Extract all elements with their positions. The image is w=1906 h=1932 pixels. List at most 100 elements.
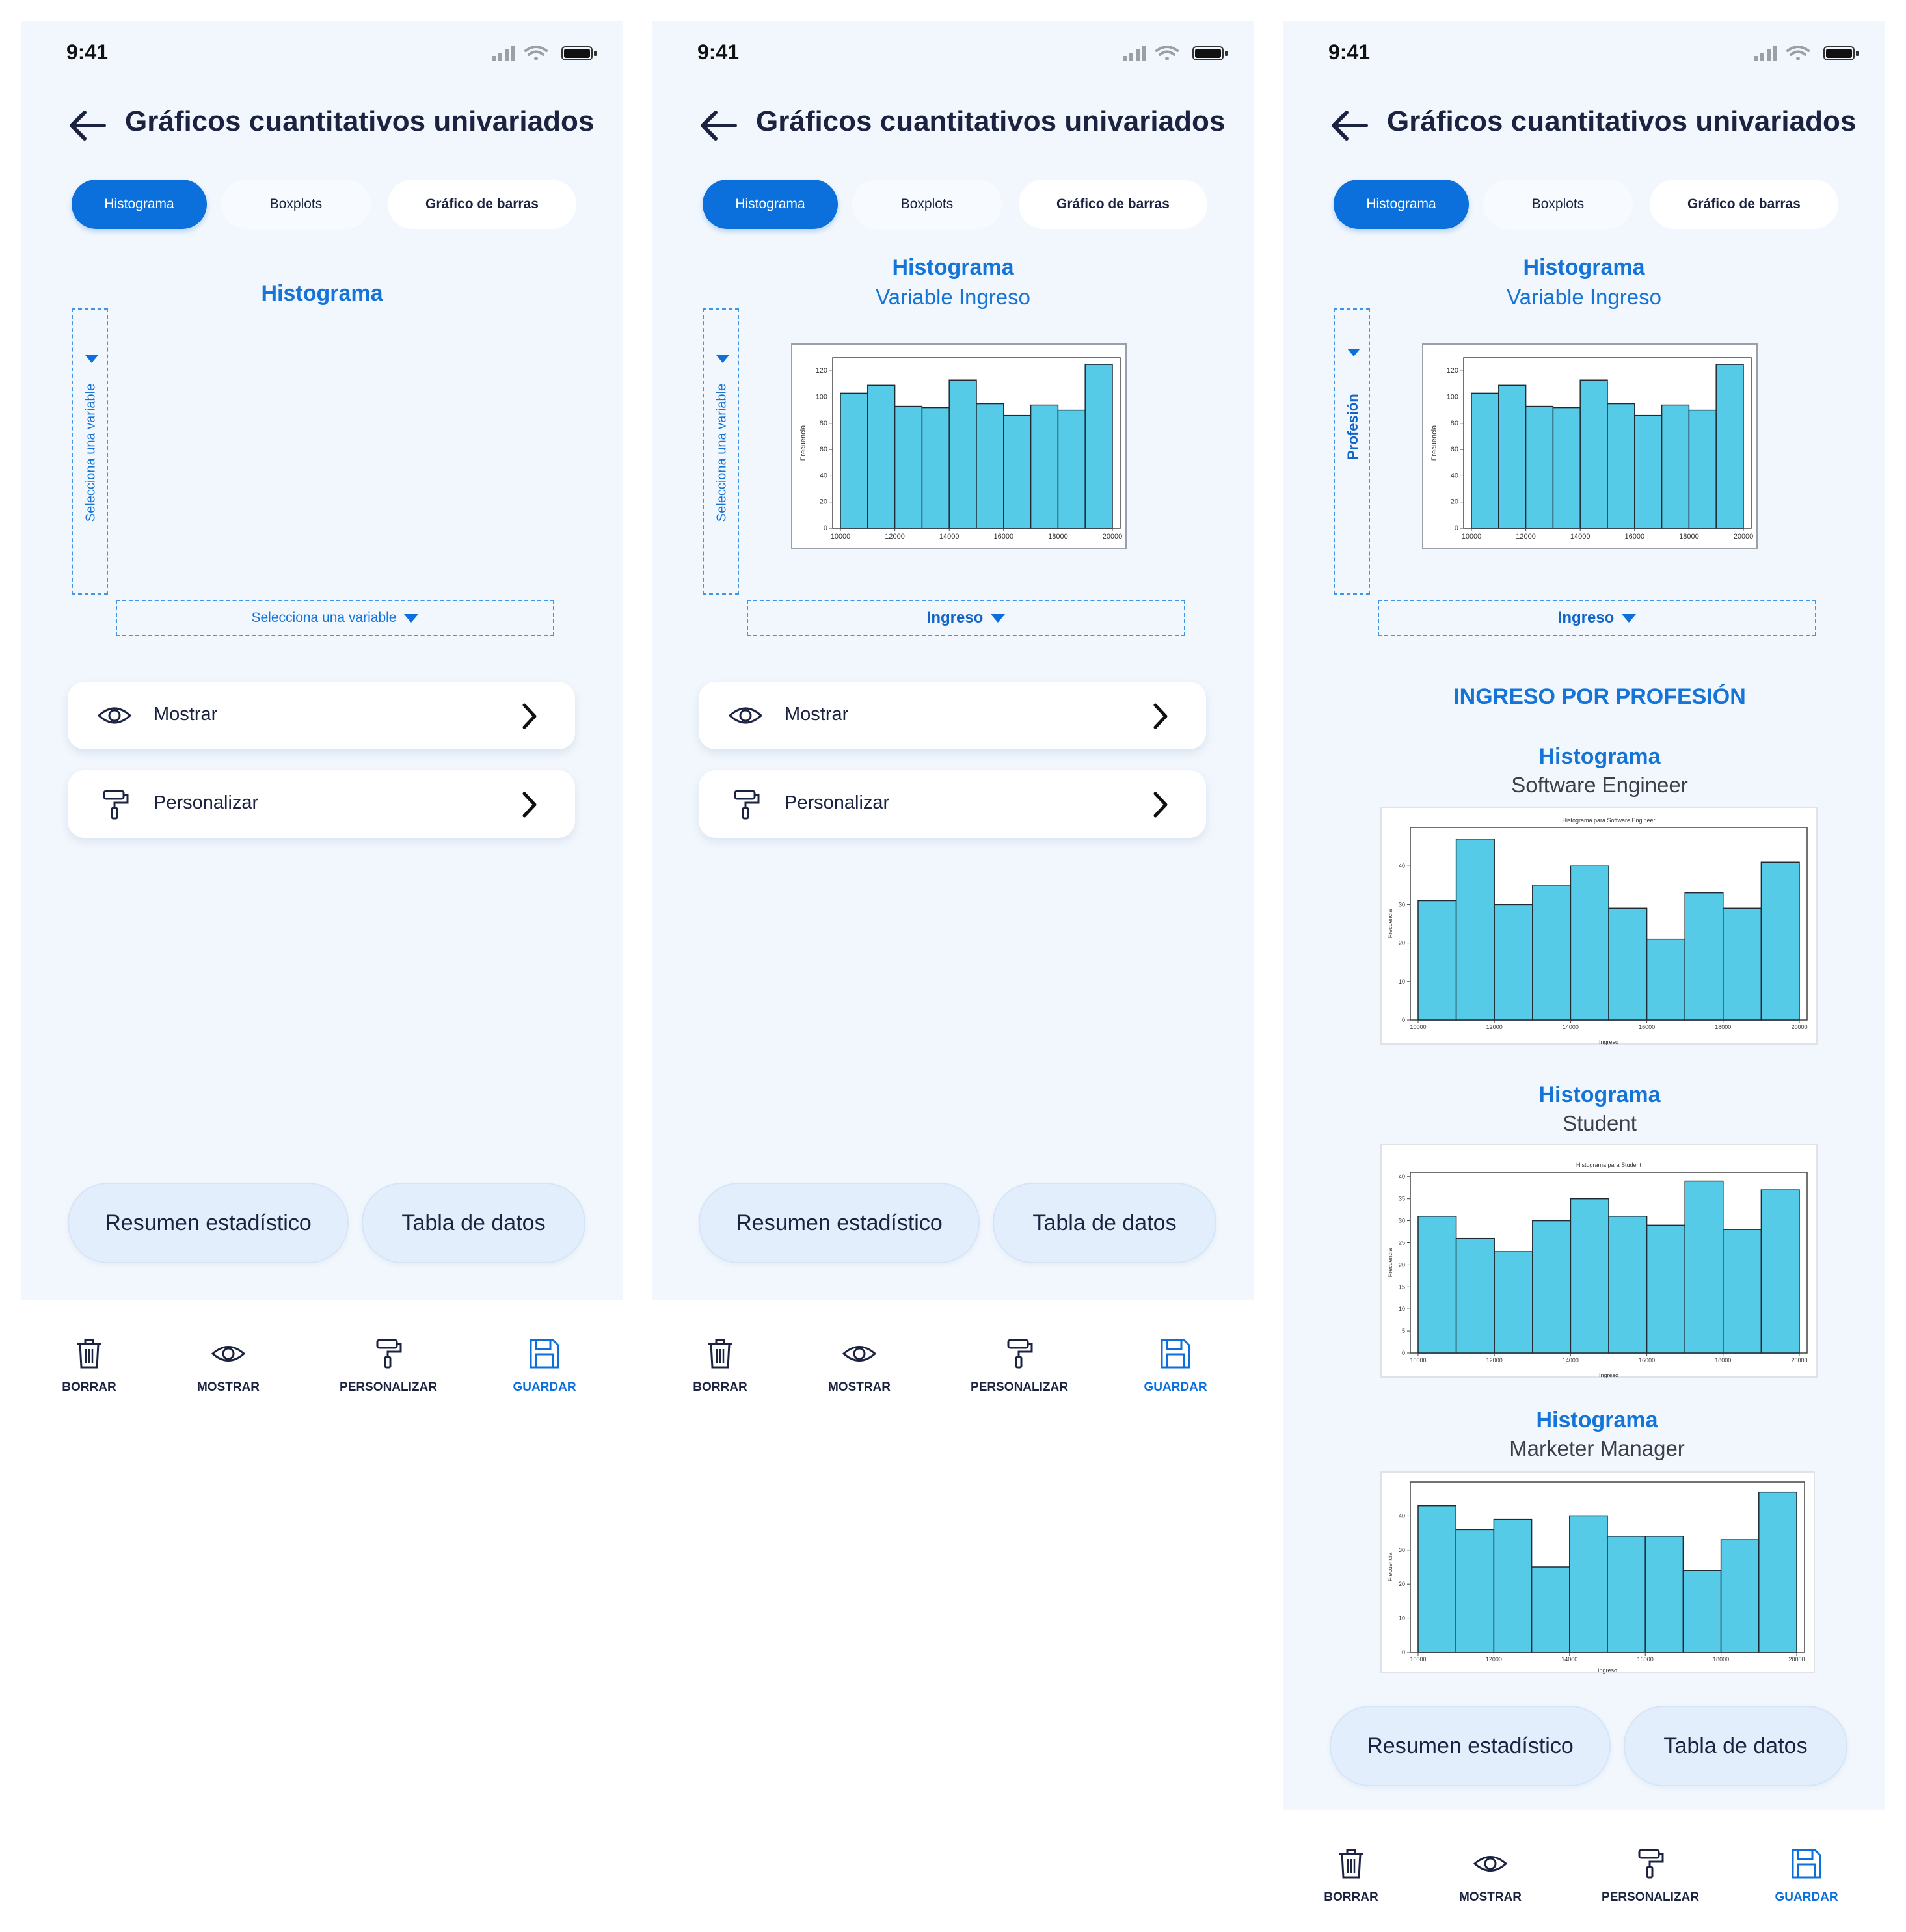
- summary-button[interactable]: Resumen estadístico: [68, 1183, 349, 1263]
- histogram-bar: [1084, 364, 1113, 529]
- nav-delete[interactable]: BORRAR: [665, 1337, 775, 1422]
- show-menu-item[interactable]: Mostrar: [699, 682, 1206, 749]
- section-heading: Histograma: [892, 255, 1014, 280]
- show-menu-item[interactable]: Mostrar: [68, 682, 575, 749]
- y-tick-label: 40: [1399, 863, 1405, 869]
- group-name: Marketer Manager: [1509, 1436, 1685, 1460]
- x-tick-label: 14000: [939, 533, 960, 541]
- x-tick-label: 16000: [1639, 1024, 1655, 1030]
- nav-customize[interactable]: PERSONALIZAR: [1595, 1847, 1706, 1932]
- y-tick-label: 100: [816, 393, 827, 401]
- histogram-bar: [1608, 1216, 1648, 1354]
- nav-show[interactable]: MOSTRAR: [173, 1337, 284, 1422]
- nav-delete[interactable]: BORRAR: [1296, 1847, 1406, 1932]
- histogram-bar: [1608, 907, 1648, 1021]
- nav-customize[interactable]: PERSONALIZAR: [964, 1337, 1075, 1422]
- nav-delete[interactable]: BORRAR: [34, 1337, 144, 1422]
- paint-roller-icon: [376, 1339, 402, 1369]
- page-title: Gráficos cuantitativos univariados: [756, 105, 1226, 137]
- x-variable-selector[interactable]: Selecciona una variable: [116, 600, 554, 636]
- x-tick-label: 14000: [1570, 533, 1591, 541]
- back-arrow-icon[interactable]: [1328, 109, 1370, 142]
- x-tick-label: 16000: [1637, 1656, 1654, 1663]
- signal-icon: [1123, 46, 1146, 61]
- page-title: Gráficos cuantitativos univariados: [125, 105, 595, 137]
- summary-button[interactable]: Resumen estadístico: [699, 1183, 980, 1263]
- histogram-bar: [1758, 1491, 1797, 1653]
- nav-save[interactable]: GUARDAR: [1751, 1847, 1862, 1932]
- histogram-bar: [867, 384, 896, 529]
- customize-menu-item[interactable]: Personalizar: [699, 770, 1206, 838]
- dropdown-arrow-icon: [1347, 349, 1360, 356]
- histogram-bar: [1455, 839, 1495, 1021]
- battery-icon: [561, 46, 597, 60]
- y-tick-label: 80: [820, 420, 827, 427]
- nav-save-label: GUARDAR: [513, 1380, 576, 1394]
- tab-bar: Histograma Boxplots Gráfico de barras: [72, 180, 576, 230]
- nav-show-label: MOSTRAR: [1458, 1890, 1522, 1904]
- histogram-chart-student: 0 5 10 15 20 25 30 35 40 10000 12000 14000 16000 1800…: [1380, 1144, 1818, 1378]
- nav-save-label: GUARDAR: [1144, 1380, 1207, 1394]
- histogram-bar: [1715, 364, 1744, 529]
- status-time: 9:41: [1328, 40, 1371, 64]
- histogram-bar: [1682, 1570, 1722, 1653]
- y-variable-selector[interactable]: Selecciona una variable: [72, 308, 108, 595]
- data-table-button[interactable]: Tabla de datos: [362, 1183, 585, 1263]
- nav-save[interactable]: GUARDAR: [1120, 1337, 1231, 1422]
- summary-button[interactable]: Resumen estadístico: [1330, 1706, 1611, 1786]
- nav-show[interactable]: MOSTRAR: [804, 1337, 915, 1422]
- histogram-svg: 0 5 10 15 20 25 30 35 40 10000 12000 14000 16000 1800…: [1387, 1162, 1808, 1378]
- y-tick-label: 20: [1399, 940, 1405, 946]
- nav-delete-label: BORRAR: [1324, 1890, 1378, 1904]
- tab-histograma[interactable]: Histograma: [72, 180, 207, 229]
- back-arrow-icon[interactable]: [697, 109, 739, 142]
- tab-boxplots[interactable]: Boxplots: [221, 180, 371, 229]
- chart-title: Histograma para Software Engineer: [1562, 817, 1655, 824]
- x-variable-selector[interactable]: Ingreso: [747, 600, 1185, 636]
- histogram-bar: [976, 403, 1004, 529]
- group-title: INGRESO POR PROFESIÓN: [1453, 684, 1746, 709]
- dropdown-arrow-icon: [991, 613, 1006, 623]
- tab-grafico-barras[interactable]: Gráfico de barras: [1650, 180, 1838, 229]
- eye-icon: [211, 1346, 246, 1362]
- histogram-bar: [1494, 904, 1533, 1021]
- paint-roller-icon: [103, 790, 129, 820]
- nav-show[interactable]: MOSTRAR: [1435, 1847, 1546, 1932]
- x-variable-selector[interactable]: Ingreso: [1378, 600, 1816, 636]
- y-tick-label: 35: [1399, 1196, 1405, 1202]
- histogram-bar: [1417, 1216, 1457, 1354]
- histogram-bar: [1723, 907, 1762, 1021]
- y-variable-selector[interactable]: Profesión: [1334, 308, 1370, 595]
- histogram-bar: [1494, 1251, 1533, 1354]
- group-heading: Histograma: [1538, 744, 1661, 769]
- histogram-bar: [1607, 1536, 1646, 1653]
- histogram-svg: 0 20 40 60 80 100 120 10000 12000 14000 16000 18000…: [799, 357, 1122, 541]
- tab-histograma[interactable]: Histograma: [1334, 180, 1469, 229]
- data-table-button[interactable]: Tabla de datos: [993, 1183, 1216, 1263]
- customize-menu-item[interactable]: Personalizar: [68, 770, 575, 838]
- x-tick-label: 12000: [1486, 1024, 1503, 1030]
- screen-histogram: 9:41 Gráficos cuantitativos univariados …: [652, 21, 1254, 1300]
- chevron-right-icon: [522, 703, 537, 729]
- trash-icon: [708, 1339, 732, 1369]
- histogram-bar: [1684, 1180, 1724, 1354]
- histogram-bar: [1532, 885, 1572, 1021]
- tab-grafico-barras[interactable]: Gráfico de barras: [388, 180, 576, 229]
- back-arrow-icon[interactable]: [66, 109, 108, 142]
- y-tick-label: 30: [1399, 1218, 1405, 1224]
- y-tick-label: 30: [1399, 1547, 1405, 1553]
- nav-save[interactable]: GUARDAR: [489, 1337, 600, 1422]
- tab-boxplots[interactable]: Boxplots: [1483, 180, 1633, 229]
- y-tick-label: 0: [1402, 1350, 1405, 1356]
- histogram-bar: [1569, 1515, 1608, 1653]
- nav-customize[interactable]: PERSONALIZAR: [333, 1337, 444, 1422]
- x-tick-label: 18000: [1715, 1357, 1731, 1363]
- histogram-bar: [1646, 938, 1685, 1021]
- tab-histograma[interactable]: Histograma: [703, 180, 838, 229]
- customize-label: Personalizar: [154, 792, 259, 813]
- y-variable-selector[interactable]: Selecciona una variable: [703, 308, 739, 595]
- tab-boxplots[interactable]: Boxplots: [852, 180, 1002, 229]
- histogram-bar: [1552, 407, 1581, 529]
- data-table-button[interactable]: Tabla de datos: [1624, 1706, 1847, 1786]
- tab-grafico-barras[interactable]: Gráfico de barras: [1019, 180, 1207, 229]
